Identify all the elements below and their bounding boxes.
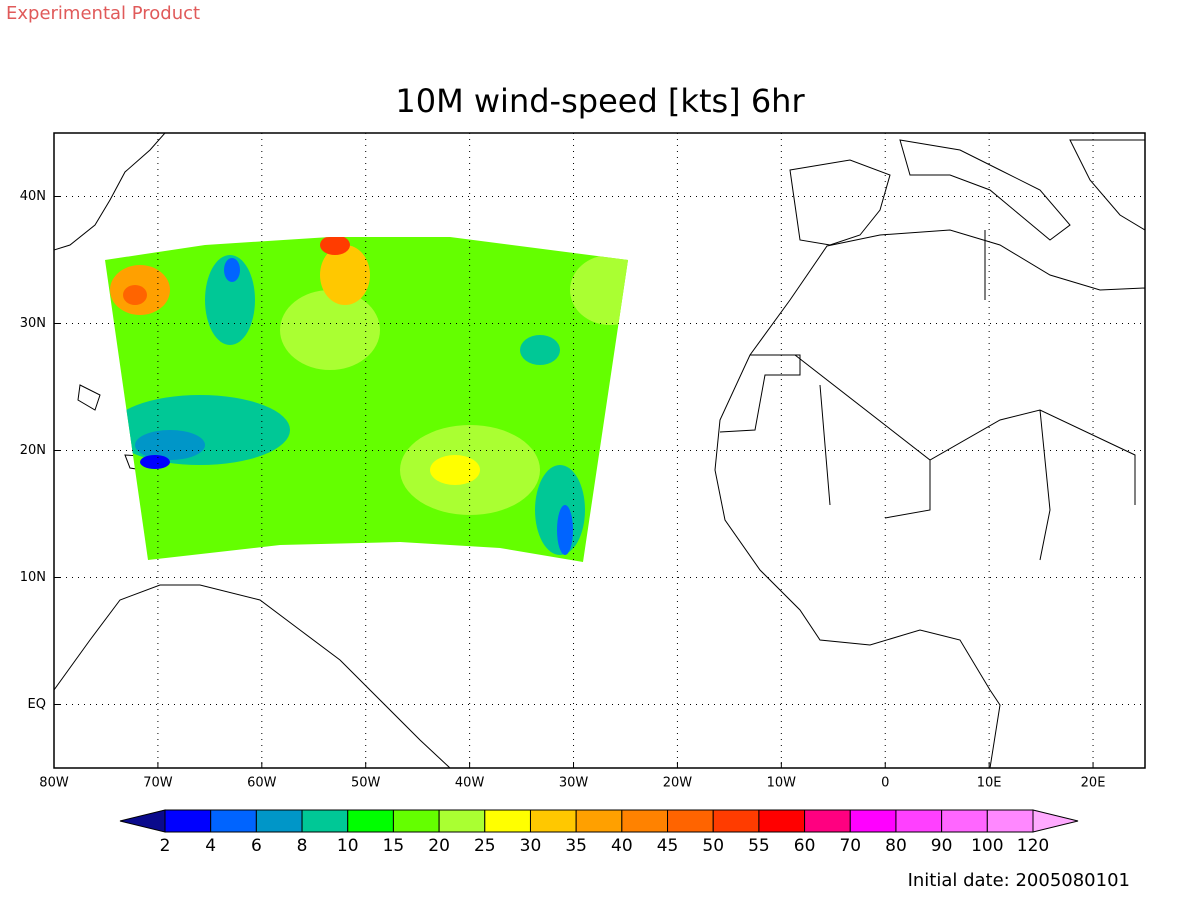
colorbar-label: 45 xyxy=(657,836,679,856)
initial-date: Initial date: 2005080101 xyxy=(908,870,1130,891)
lon-tick-label: 60W xyxy=(247,776,277,791)
lat-tick-label: 20N xyxy=(20,443,46,458)
colorbar-box xyxy=(164,809,212,833)
lon-tick-label: 0 xyxy=(881,776,889,791)
colorbar-arrow-high xyxy=(1032,809,1079,833)
colorbar-box xyxy=(301,809,349,833)
colorbar-label: 10 xyxy=(337,836,359,856)
colorbar-box xyxy=(712,809,760,833)
colorbar-box xyxy=(484,809,531,833)
colorbar-box xyxy=(849,809,897,833)
colorbar-box xyxy=(255,809,303,833)
colorbar-label: 2 xyxy=(160,836,171,856)
map-title: 10M wind-speed [kts] 6hr xyxy=(395,82,805,120)
colorbar-arrow-low xyxy=(119,809,166,833)
colorbar-box xyxy=(392,809,440,833)
colorbar-box xyxy=(667,809,714,833)
colorbar-label: 15 xyxy=(383,836,405,856)
colorbar-box xyxy=(529,809,577,833)
basemap xyxy=(54,133,1145,768)
lon-tick-label: 70W xyxy=(143,776,173,791)
colorbar-box xyxy=(758,809,806,833)
colorbar-box xyxy=(621,809,669,833)
lon-tick-label: 50W xyxy=(351,776,381,791)
lat-tick-label: 30N xyxy=(20,316,46,331)
colorbar-label: 25 xyxy=(474,836,496,856)
colorbar-box xyxy=(941,809,988,833)
colorbar-label: 70 xyxy=(839,836,861,856)
colorbar-label: 20 xyxy=(428,836,450,856)
lon-tick-label: 40W xyxy=(455,776,485,791)
colorbar-label: 30 xyxy=(520,836,542,856)
wind-field xyxy=(105,237,628,562)
colorbar-box xyxy=(895,809,943,833)
lon-tick-label: 20W xyxy=(663,776,693,791)
colorbar-label: 8 xyxy=(297,836,308,856)
colorbar-box xyxy=(986,809,1034,833)
colorbar-label: 4 xyxy=(205,836,216,856)
colorbar-label: 35 xyxy=(565,836,587,856)
lon-tick-label: 30W xyxy=(559,776,589,791)
colorbar-box xyxy=(210,809,257,833)
lon-tick-label: 10W xyxy=(767,776,797,791)
colorbar-label: 80 xyxy=(885,836,907,856)
colorbar-label: 55 xyxy=(748,836,770,856)
colorbar-box xyxy=(438,809,486,833)
lon-tick-label: 80W xyxy=(39,776,69,791)
colorbar-label: 50 xyxy=(702,836,724,856)
colorbar-box xyxy=(575,809,623,833)
lon-tick-label: 20E xyxy=(1081,776,1106,791)
colorbar-label: 120 xyxy=(1017,836,1049,856)
colorbar-box xyxy=(347,809,394,833)
colorbar-label: 60 xyxy=(794,836,816,856)
colorbar-label: 100 xyxy=(971,836,1003,856)
colorbar-label: 40 xyxy=(611,836,633,856)
lat-tick-label: 10N xyxy=(20,570,46,585)
colorbar-label: 90 xyxy=(931,836,953,856)
colorbar-box xyxy=(804,809,851,833)
experimental-tag: Experimental Product xyxy=(6,3,200,24)
lat-tick-label: 40N xyxy=(20,189,46,204)
lat-tick-label: EQ xyxy=(28,697,46,712)
lon-tick-label: 10E xyxy=(977,776,1002,791)
colorbar-label: 6 xyxy=(251,836,262,856)
